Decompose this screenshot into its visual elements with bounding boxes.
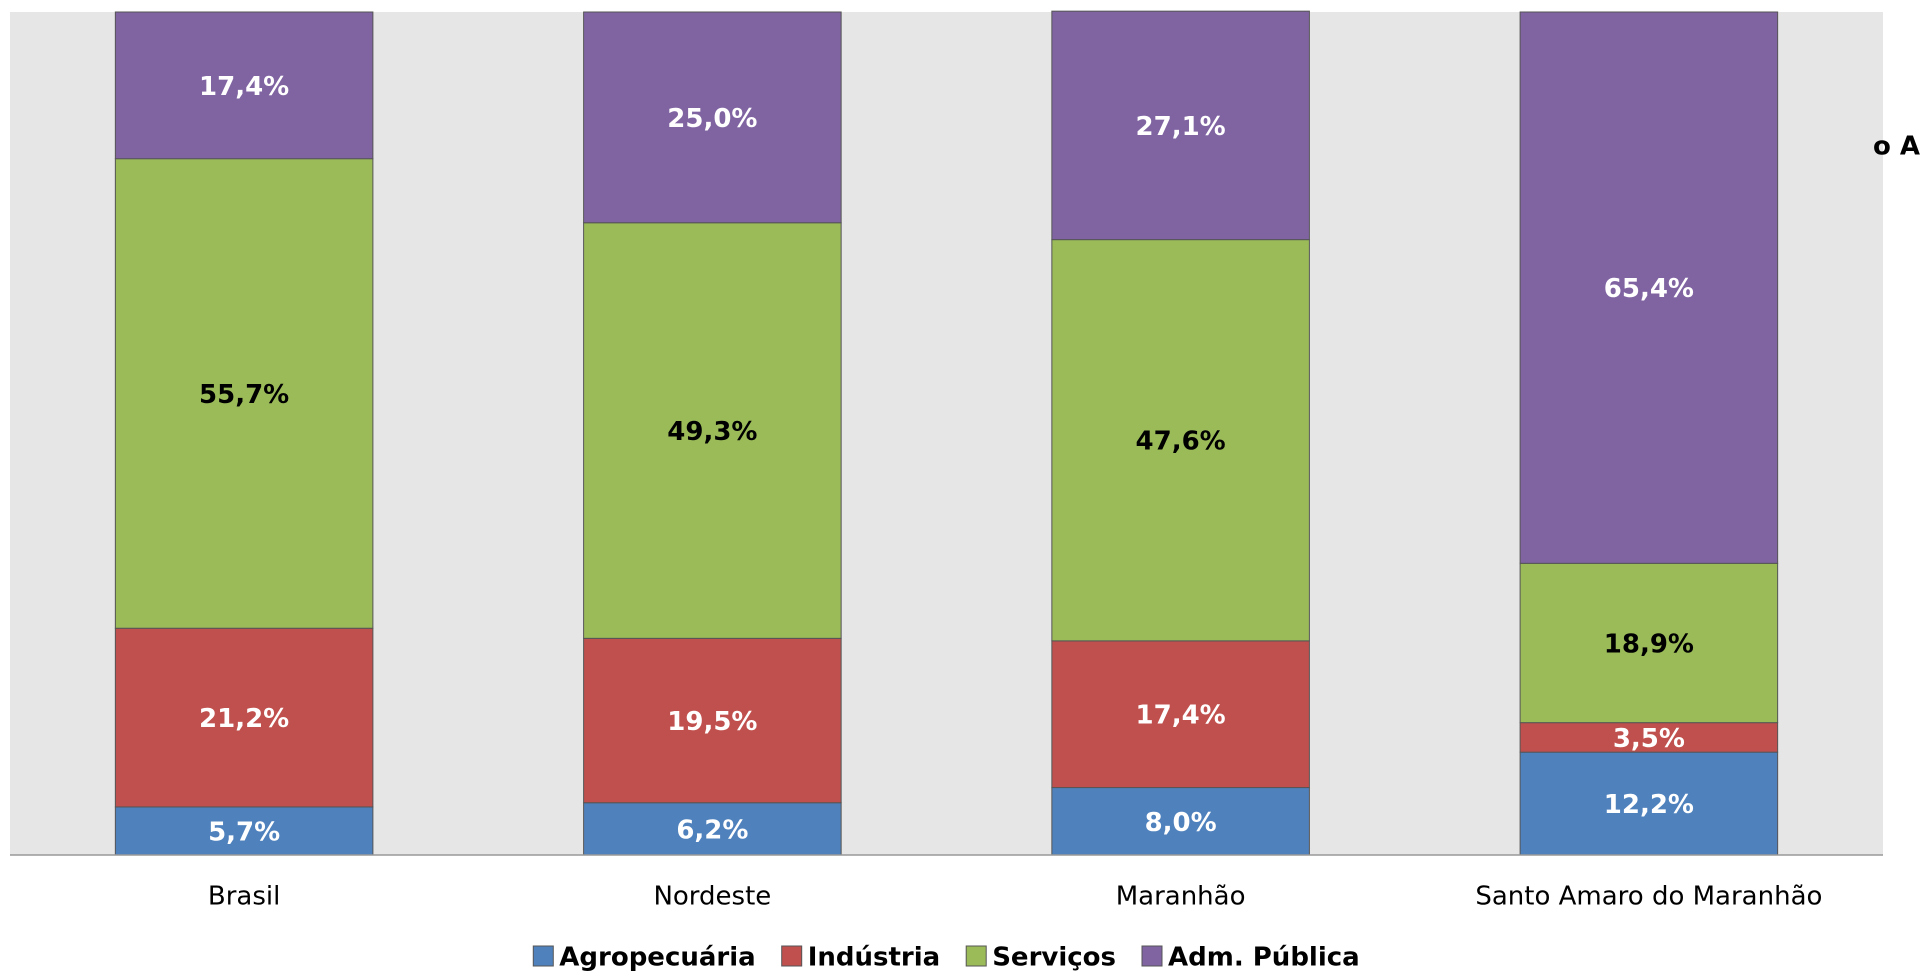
data-label: 3,5% bbox=[1613, 724, 1685, 754]
x-tick-label: Brasil bbox=[208, 882, 280, 912]
data-label: 65,4% bbox=[1604, 274, 1694, 304]
data-label: 55,7% bbox=[199, 380, 289, 410]
bar-segment bbox=[114, 806, 374, 856]
bar-segment bbox=[583, 222, 842, 639]
bar-segment bbox=[583, 637, 842, 804]
data-label: 12,2% bbox=[1604, 790, 1694, 820]
bar-segment bbox=[1051, 787, 1310, 856]
data-label: 5,7% bbox=[208, 817, 280, 847]
data-label: 17,4% bbox=[199, 72, 289, 102]
legend-swatch bbox=[532, 945, 554, 967]
x-tick-label: Nordeste bbox=[653, 882, 771, 912]
legend-label: Serviços bbox=[992, 943, 1116, 973]
legend-swatch bbox=[781, 945, 803, 967]
data-label: 21,2% bbox=[199, 704, 289, 734]
bar-segment bbox=[1519, 751, 1779, 856]
legend-label: Indústria bbox=[808, 943, 941, 973]
legend-swatch bbox=[965, 945, 987, 967]
bar-segment bbox=[114, 158, 374, 629]
bar-segment bbox=[1051, 640, 1310, 789]
x-tick-label: Santo Amaro do Maranhão bbox=[1475, 882, 1822, 912]
data-label: 17,4% bbox=[1136, 701, 1226, 731]
bar-segment bbox=[1051, 239, 1310, 642]
data-label: 18,9% bbox=[1604, 629, 1694, 659]
bar-segment bbox=[1519, 11, 1779, 564]
legend-label: Adm. Pública bbox=[1168, 943, 1360, 973]
bar-segment bbox=[583, 11, 842, 224]
bar-segment bbox=[1051, 10, 1310, 241]
legend-label: Agropecuária bbox=[559, 943, 755, 973]
bar-segment bbox=[1519, 722, 1779, 753]
data-label: 27,1% bbox=[1136, 112, 1226, 142]
data-label: 49,3% bbox=[667, 417, 757, 447]
data-label: 47,6% bbox=[1136, 427, 1226, 457]
data-label: 8,0% bbox=[1145, 808, 1217, 838]
chart-title: o A bbox=[1873, 132, 1920, 162]
legend-swatch bbox=[1141, 945, 1163, 967]
bar-segment bbox=[114, 11, 374, 160]
data-label: 25,0% bbox=[667, 104, 757, 134]
x-tick-label: Maranhão bbox=[1116, 882, 1246, 912]
data-label: 6,2% bbox=[676, 815, 748, 845]
bar-segment bbox=[1519, 562, 1779, 724]
data-label: 19,5% bbox=[667, 707, 757, 737]
